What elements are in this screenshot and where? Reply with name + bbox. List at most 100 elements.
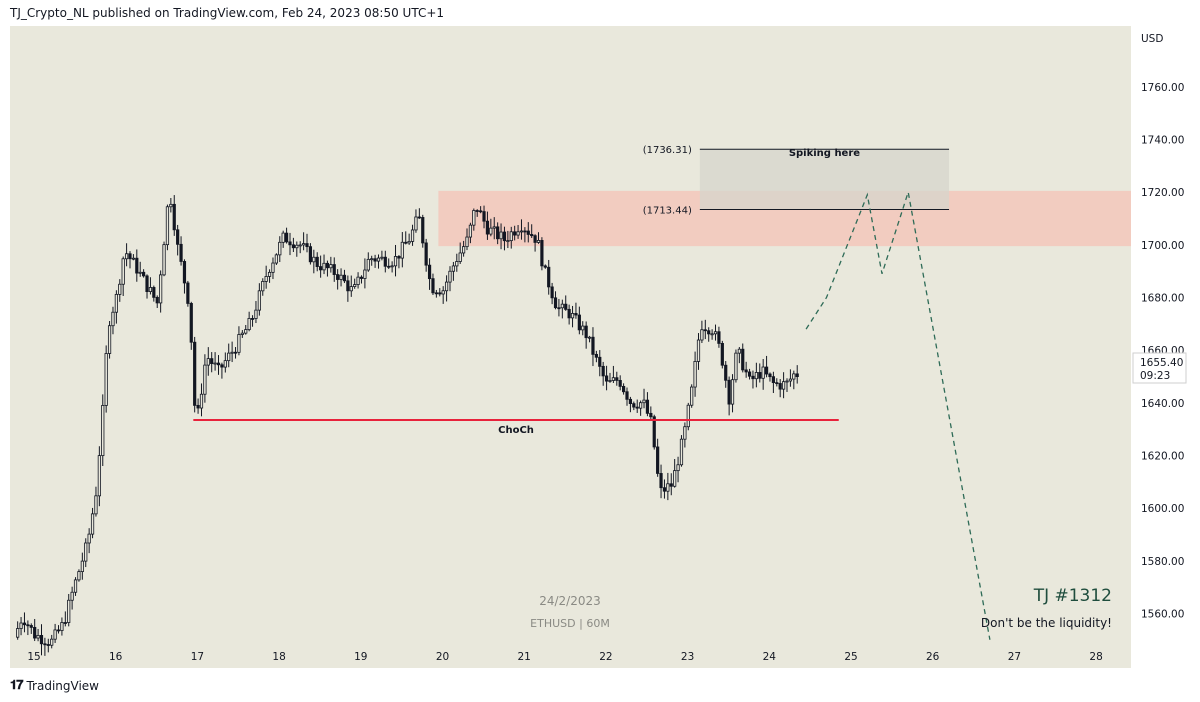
candle-body-26	[104, 353, 108, 406]
candle-body-145	[509, 231, 513, 242]
candle-body-122	[431, 278, 435, 294]
candle-body-101	[359, 276, 364, 279]
candle-body-226	[785, 380, 789, 383]
candle-body-23	[94, 495, 98, 515]
candle-body-178	[622, 385, 626, 393]
candle-body-188	[656, 446, 660, 474]
x-tick-23: 23	[681, 651, 694, 663]
candle-body-79	[284, 232, 289, 243]
candle-body-51	[189, 303, 193, 343]
time-axis[interactable]: 15 16 17 18 19 20 21 22 23 24 25 26 27 28	[27, 651, 1102, 663]
candle-body-96	[342, 274, 347, 282]
tradingview-logo[interactable]: 𝟏𝟕 TradingView	[10, 678, 99, 693]
candle-body-130	[458, 252, 462, 262]
x-tick-26: 26	[926, 651, 940, 663]
candle-body-211	[734, 352, 738, 381]
candle-body-221	[768, 373, 772, 378]
candle-body-198	[690, 386, 694, 406]
candle-body-210	[730, 379, 735, 405]
candle-body-28	[111, 311, 115, 327]
candle-body-9	[46, 644, 50, 646]
candle-body-43	[162, 244, 166, 276]
annotation-subtitle: Don't be the liquidity!	[981, 616, 1112, 630]
candle-body-189	[659, 473, 663, 489]
candle-body-225	[781, 381, 786, 390]
candle-body-121	[427, 264, 432, 280]
candle-body-87	[312, 256, 316, 263]
y-tick-1740: 1740.00	[1141, 135, 1184, 147]
candle-body-24	[97, 455, 101, 497]
candle-body-42	[159, 274, 163, 304]
candle-body-97	[346, 280, 350, 292]
y-tick-1620: 1620.00	[1141, 451, 1184, 463]
candle-body-37	[142, 271, 146, 277]
x-tick-27: 27	[1008, 651, 1021, 663]
publisher-header: TJ_Crypto_NL published on TradingView.co…	[10, 6, 445, 20]
levels-layer: (1736.31) (1713.44)	[643, 145, 950, 216]
level-label-0: (1736.31)	[643, 145, 692, 156]
candle-body-216	[751, 375, 755, 380]
candle-body-63	[230, 351, 234, 354]
candle-body-85	[305, 243, 309, 248]
candle-body-16	[70, 591, 74, 601]
candle-body-10	[50, 638, 54, 646]
candle-body-194	[676, 464, 680, 472]
candle-body-55	[203, 364, 207, 395]
candle-body-110	[390, 265, 394, 268]
candle-body-39	[148, 287, 153, 292]
candle-body-142	[499, 231, 503, 240]
candle-body-165	[577, 314, 581, 331]
x-tick-28: 28	[1089, 651, 1102, 663]
candle-body-64	[233, 351, 238, 354]
tradingview-logo-text: TradingView	[26, 678, 99, 693]
candle-body-202	[703, 329, 707, 332]
candle-body-81	[291, 244, 295, 249]
candle-body-25	[101, 405, 105, 457]
candle-body-68	[247, 318, 251, 331]
last-price-value: 1655.40	[1140, 357, 1183, 369]
candle-body-103	[366, 258, 370, 271]
candle-body-31	[121, 258, 125, 285]
candle-body-159	[557, 307, 561, 310]
candle-body-207	[720, 343, 724, 366]
candle-body-69	[250, 318, 255, 320]
candle-body-114	[404, 241, 408, 244]
candle-body-158	[553, 297, 558, 309]
candle-body-0	[16, 628, 20, 638]
candle-body-180	[628, 398, 633, 405]
candle-body-20	[84, 542, 88, 562]
candle-body-111	[393, 256, 398, 267]
candle-body-19	[80, 560, 84, 572]
candle-body-204	[710, 333, 714, 336]
candle-body-53	[196, 404, 200, 409]
projection-path	[805, 192, 991, 640]
candles-layer	[16, 195, 799, 656]
last-price-tag: 1655.40 09:23	[1132, 352, 1187, 384]
candle-body-127	[448, 270, 452, 283]
candle-body-62	[227, 352, 231, 362]
candle-body-123	[434, 292, 438, 295]
candle-body-154	[540, 240, 544, 267]
candle-body-86	[308, 246, 313, 263]
candle-body-71	[257, 290, 261, 311]
candle-body-168	[587, 336, 592, 339]
candle-body-147	[516, 231, 520, 236]
tradingview-logo-icon: 𝟏𝟕	[10, 678, 24, 693]
candle-body-197	[686, 404, 690, 428]
candle-body-89	[319, 266, 323, 271]
candle-body-106	[376, 257, 381, 262]
candle-body-98	[349, 286, 353, 292]
x-tick-17: 17	[191, 651, 204, 663]
candle-body-186	[649, 412, 653, 418]
candle-body-173	[604, 375, 609, 382]
candle-body-65	[237, 334, 241, 353]
candle-body-117	[414, 216, 418, 231]
candle-body-218	[758, 372, 762, 379]
y-tick-1640: 1640.00	[1141, 398, 1184, 410]
annotation-title: TJ #1312	[1033, 586, 1112, 606]
candle-body-162	[567, 308, 571, 319]
candle-body-191	[666, 483, 670, 492]
candle-body-132	[465, 236, 469, 248]
price-axis[interactable]: 1560.001580.001600.001620.001640.001660.…	[1141, 82, 1184, 621]
